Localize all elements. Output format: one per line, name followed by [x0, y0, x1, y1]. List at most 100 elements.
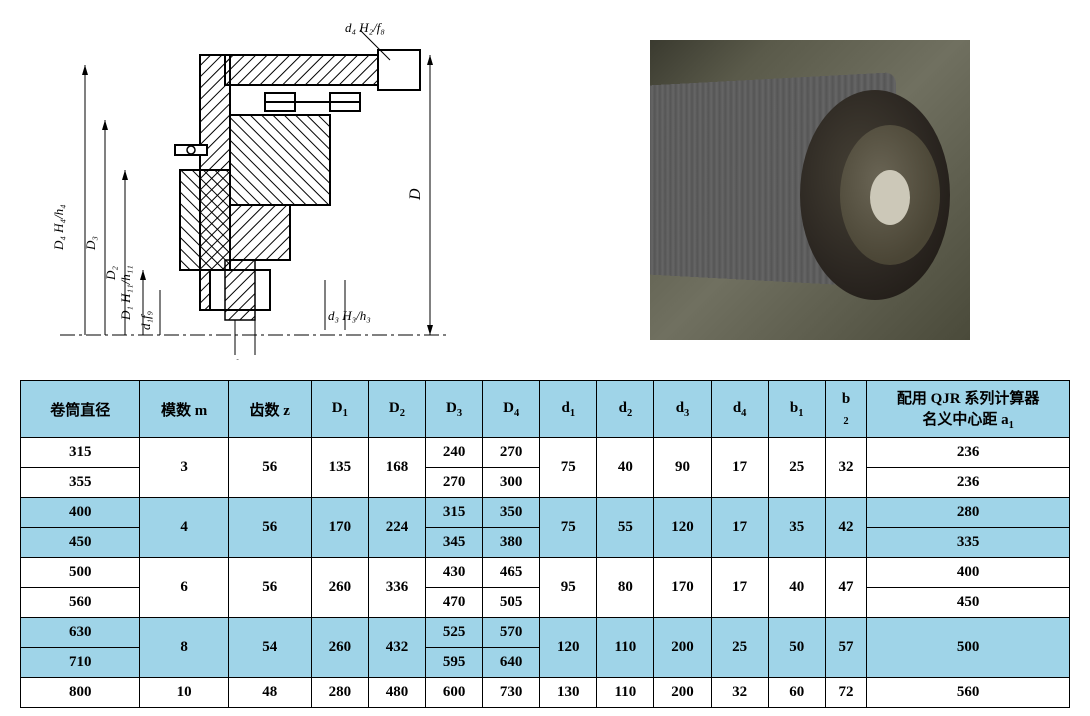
table-cell: 110 — [597, 678, 654, 708]
svg-text:d₄ H₂/f₈: d₄ H₂/f₈ — [345, 20, 385, 35]
table-cell: 17 — [711, 558, 768, 618]
table-cell: 4 — [140, 498, 228, 558]
table-cell: 135 — [311, 438, 368, 498]
svg-text:D₂: D₂ — [103, 266, 118, 281]
table-cell: 335 — [867, 528, 1070, 558]
th-d2: d2 — [597, 381, 654, 438]
table-cell: 48 — [228, 678, 311, 708]
table-cell: 505 — [483, 588, 540, 618]
table-cell: 400 — [21, 498, 140, 528]
table-cell: 17 — [711, 498, 768, 558]
table-cell: 120 — [540, 618, 597, 678]
table-body: 3153561351682402707540901725322363552703… — [21, 438, 1070, 708]
table-cell: 95 — [540, 558, 597, 618]
th-D3: D3 — [426, 381, 483, 438]
table-cell: 17 — [711, 438, 768, 498]
table-row: 8001048280480600730130110200326072560 — [21, 678, 1070, 708]
table-row: 4004561702243153507555120173542280 — [21, 498, 1070, 528]
table-cell: 3 — [140, 438, 228, 498]
table-cell: 480 — [368, 678, 425, 708]
table-cell: 72 — [825, 678, 867, 708]
svg-text:D₁ H₁₁/h₁₁: D₁ H₁₁/h₁₁ — [118, 265, 133, 321]
table-cell: 168 — [368, 438, 425, 498]
th-a1: 配用 QJR 系列计算器名义中心距 a1 — [867, 381, 1070, 438]
table-cell: 130 — [540, 678, 597, 708]
table-cell: 465 — [483, 558, 540, 588]
svg-text:d₁m₁: d₁m₁ — [232, 356, 257, 360]
table-cell: 6 — [140, 558, 228, 618]
table-cell: 432 — [368, 618, 425, 678]
table-cell: 380 — [483, 528, 540, 558]
th-D2: D2 — [368, 381, 425, 438]
table-cell: 525 — [426, 618, 483, 648]
table-cell: 280 — [867, 498, 1070, 528]
table-cell: 730 — [483, 678, 540, 708]
table-row: 315356135168240270754090172532236 — [21, 438, 1070, 468]
table-cell: 25 — [768, 438, 825, 498]
table-cell: 300 — [483, 468, 540, 498]
spec-table: 卷筒直径 模数 m 齿数 z D1 D2 D3 D4 d1 d2 d3 d4 b… — [20, 380, 1070, 708]
table-cell: 640 — [483, 648, 540, 678]
th-dia: 卷筒直径 — [21, 381, 140, 438]
table-cell: 54 — [228, 618, 311, 678]
th-m: 模数 m — [140, 381, 228, 438]
table-cell: 200 — [654, 678, 711, 708]
table-cell: 260 — [311, 618, 368, 678]
product-photo — [650, 40, 970, 340]
th-b1: b1 — [768, 381, 825, 438]
table-cell: 56 — [228, 498, 311, 558]
th-D1: D1 — [311, 381, 368, 438]
table-cell: 450 — [21, 528, 140, 558]
table-cell: 710 — [21, 648, 140, 678]
diagram-svg: D D₄ H₄/h₄ D₃ D₂ D₁ H₁₁/h₁₁ d₁f₉ — [30, 20, 470, 360]
table-cell: 42 — [825, 498, 867, 558]
table-cell: 336 — [368, 558, 425, 618]
table-cell: 345 — [426, 528, 483, 558]
table-row: 630854260432525570120110200255057500 — [21, 618, 1070, 648]
svg-text:d₁f₉: d₁f₉ — [138, 311, 153, 330]
table-cell: 56 — [228, 438, 311, 498]
table-cell: 236 — [867, 438, 1070, 468]
table-cell: 270 — [483, 438, 540, 468]
svg-text:D₃: D₃ — [83, 236, 98, 251]
table-cell: 110 — [597, 618, 654, 678]
table-cell: 57 — [825, 618, 867, 678]
table-cell: 470 — [426, 588, 483, 618]
table-cell: 240 — [426, 438, 483, 468]
table-cell: 595 — [426, 648, 483, 678]
table-cell: 280 — [311, 678, 368, 708]
table-cell: 80 — [597, 558, 654, 618]
svg-text:d₃ H₃/h₃: d₃ H₃/h₃ — [328, 308, 371, 323]
table-cell: 260 — [311, 558, 368, 618]
th-D4: D4 — [483, 381, 540, 438]
table-cell: 25 — [711, 618, 768, 678]
table-cell: 8 — [140, 618, 228, 678]
table-cell: 90 — [654, 438, 711, 498]
th-d1: d1 — [540, 381, 597, 438]
drum-hub — [870, 170, 910, 225]
table-cell: 170 — [654, 558, 711, 618]
table-cell: 600 — [426, 678, 483, 708]
engineering-diagram: D D₄ H₄/h₄ D₃ D₂ D₁ H₁₁/h₁₁ d₁f₉ — [30, 20, 470, 360]
table-cell: 120 — [654, 498, 711, 558]
th-b2: b2 — [825, 381, 867, 438]
table-cell: 560 — [21, 588, 140, 618]
table-cell: 236 — [867, 468, 1070, 498]
table-cell: 50 — [768, 618, 825, 678]
svg-text:D: D — [407, 188, 424, 201]
table-row: 5006562603364304659580170174047400 — [21, 558, 1070, 588]
table-cell: 75 — [540, 498, 597, 558]
table-cell: 270 — [426, 468, 483, 498]
th-d3: d3 — [654, 381, 711, 438]
table-cell: 75 — [540, 438, 597, 498]
table-cell: 315 — [21, 438, 140, 468]
table-cell: 10 — [140, 678, 228, 708]
table-cell: 500 — [867, 618, 1070, 678]
table-cell: 40 — [768, 558, 825, 618]
table-cell: 170 — [311, 498, 368, 558]
table-cell: 60 — [768, 678, 825, 708]
table-cell: 32 — [825, 438, 867, 498]
table-cell: 47 — [825, 558, 867, 618]
table-cell: 630 — [21, 618, 140, 648]
table-cell: 56 — [228, 558, 311, 618]
